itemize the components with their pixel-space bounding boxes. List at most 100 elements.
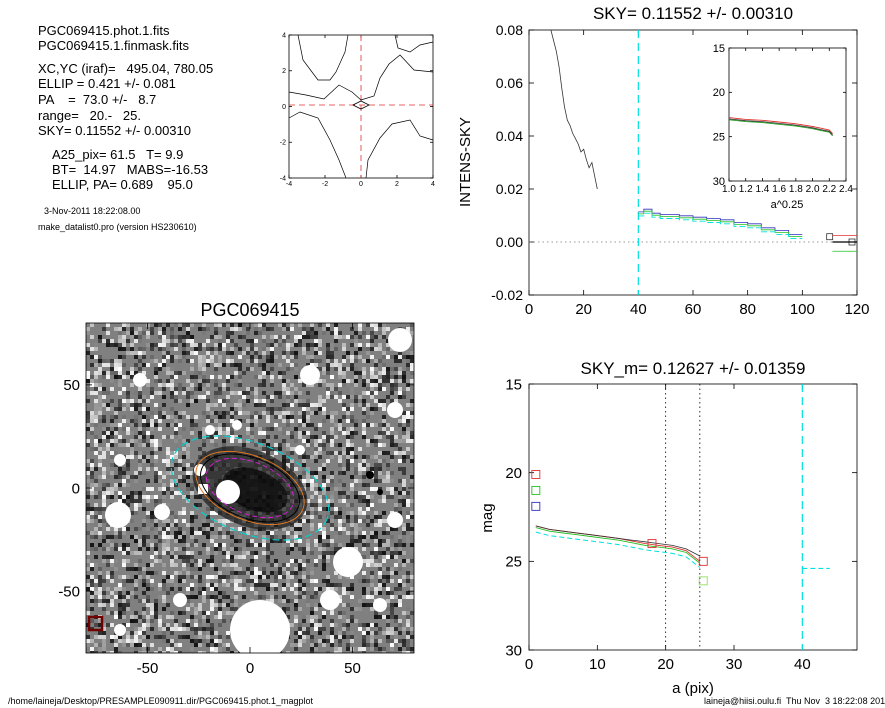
noise-pixel <box>170 551 174 555</box>
sky-xtick-label: 0 <box>525 301 533 318</box>
inset-ytick-label: 25 <box>713 132 725 144</box>
noise-pixel <box>270 355 274 359</box>
noise-pixel <box>306 543 310 547</box>
noise-pixel <box>306 591 310 595</box>
noise-pixel <box>410 455 414 459</box>
noise-pixel <box>286 547 290 551</box>
noise-pixel <box>106 403 110 407</box>
noise-pixel <box>398 391 402 395</box>
noise-pixel <box>342 491 346 495</box>
noise-pixel <box>330 623 334 627</box>
noise-pixel <box>238 367 242 371</box>
contour-line <box>365 119 434 179</box>
noise-pixel <box>126 339 130 343</box>
mag-marker-green <box>531 485 541 495</box>
sky-ytick-label: 0.08 <box>496 22 523 38</box>
noise-pixel <box>338 507 342 511</box>
noise-pixel <box>102 611 106 615</box>
noise-pixel <box>190 583 194 587</box>
noise-pixel <box>182 387 186 391</box>
noise-pixel <box>186 519 190 523</box>
noise-pixel <box>94 635 98 639</box>
noise-pixel <box>262 571 266 575</box>
noise-pixel <box>138 399 142 403</box>
noise-pixel <box>110 527 114 531</box>
noise-pixel <box>142 459 146 463</box>
noise-pixel <box>174 455 178 459</box>
noise-pixel <box>262 427 266 431</box>
noise-pixel <box>354 619 358 623</box>
noise-pixel <box>190 543 194 547</box>
noise-pixel <box>350 639 354 643</box>
noise-pixel <box>330 479 334 483</box>
noise-pixel <box>326 383 330 387</box>
noise-pixel <box>366 559 370 563</box>
noise-pixel <box>314 599 318 603</box>
noise-pixel <box>318 395 322 399</box>
noise-pixel <box>198 431 202 435</box>
noise-pixel <box>250 359 254 363</box>
noise-pixel <box>118 615 122 619</box>
noise-pixel <box>262 371 266 375</box>
noise-pixel <box>86 439 90 443</box>
noise-pixel <box>130 611 134 615</box>
noise-pixel <box>258 535 262 539</box>
noise-pixel <box>406 615 410 619</box>
noise-pixel <box>90 583 94 587</box>
noise-pixel <box>390 631 394 635</box>
noise-pixel <box>118 587 122 591</box>
noise-pixel <box>378 463 382 467</box>
noise-pixel <box>302 631 306 635</box>
noise-pixel <box>210 419 214 423</box>
noise-pixel <box>230 579 234 583</box>
noise-pixel <box>346 367 350 371</box>
noise-pixel <box>138 539 142 543</box>
mask-hole <box>173 593 187 607</box>
noise-pixel <box>90 411 94 415</box>
noise-pixel <box>210 335 214 339</box>
noise-pixel <box>194 495 198 499</box>
noise-pixel <box>222 535 226 539</box>
noise-pixel <box>190 647 194 651</box>
noise-pixel <box>142 619 146 623</box>
noise-pixel <box>126 459 130 463</box>
noise-pixel <box>182 535 186 539</box>
noise-pixel <box>170 579 174 583</box>
noise-pixel <box>318 423 322 427</box>
noise-pixel <box>290 523 294 527</box>
noise-pixel <box>390 567 394 571</box>
noise-pixel <box>94 387 98 391</box>
noise-pixel <box>110 535 114 539</box>
noise-pixel <box>170 463 174 467</box>
noise-pixel <box>346 447 350 451</box>
noise-pixel <box>370 627 374 631</box>
noise-pixel <box>314 591 318 595</box>
noise-pixel <box>234 327 238 331</box>
noise-pixel <box>106 423 110 427</box>
noise-pixel <box>114 527 118 531</box>
noise-pixel <box>126 603 130 607</box>
noise-pixel <box>102 623 106 627</box>
noise-pixel <box>102 483 106 487</box>
noise-pixel <box>410 511 414 515</box>
derived-bt: BT= 14.97 MABS=-16.53 <box>52 162 209 177</box>
noise-pixel <box>226 339 230 343</box>
noise-pixel <box>322 331 326 335</box>
noise-pixel <box>162 535 166 539</box>
noise-pixel <box>154 559 158 563</box>
noise-pixel <box>310 327 314 331</box>
noise-pixel <box>254 543 258 547</box>
noise-pixel <box>410 335 414 339</box>
noise-pixel <box>330 627 334 631</box>
noise-pixel <box>370 487 374 491</box>
noise-pixel <box>250 347 254 351</box>
noise-pixel <box>314 503 318 507</box>
noise-pixel <box>90 547 94 551</box>
noise-pixel <box>94 579 98 583</box>
noise-pixel <box>398 375 402 379</box>
noise-pixel <box>206 363 210 367</box>
noise-pixel <box>158 451 162 455</box>
noise-pixel <box>338 527 342 531</box>
derived-a25: A25_pix= 61.5 T= 9.9 <box>52 147 184 162</box>
noise-pixel <box>334 367 338 371</box>
